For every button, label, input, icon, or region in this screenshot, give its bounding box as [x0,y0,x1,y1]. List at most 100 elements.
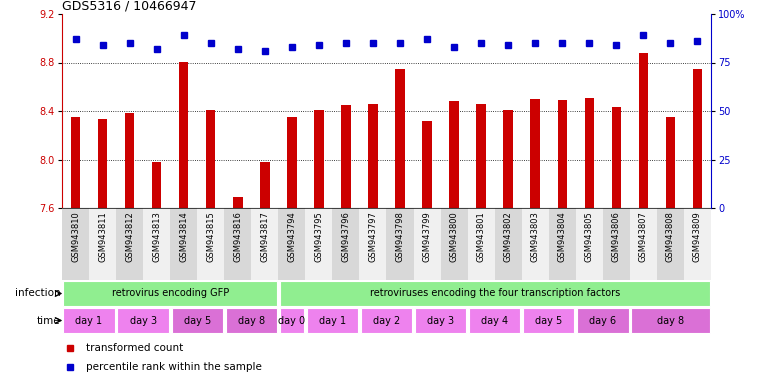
Bar [657,208,684,280]
Bar [341,105,351,208]
Text: GSM943797: GSM943797 [368,212,377,263]
Bar [279,208,305,280]
Text: day 2: day 2 [373,316,400,326]
Bar [612,108,621,208]
Text: day 1: day 1 [319,316,346,326]
Bar [62,208,89,280]
Bar [422,121,431,208]
Bar [359,208,387,280]
Bar [314,110,323,208]
Bar [522,208,549,280]
Bar [305,208,333,280]
Bar [170,208,197,280]
Bar [361,308,412,333]
Text: retrovirus encoding GFP: retrovirus encoding GFP [112,288,229,298]
Bar [415,308,466,333]
Text: GSM943804: GSM943804 [558,212,567,262]
Text: retroviruses encoding the four transcription factors: retroviruses encoding the four transcrip… [370,288,619,298]
Bar [152,162,161,208]
Text: GSM943794: GSM943794 [288,212,296,262]
Text: GSM943796: GSM943796 [342,212,350,263]
Bar [469,308,521,333]
Bar [684,208,711,280]
Text: GSM943803: GSM943803 [530,212,540,263]
Text: GSM943801: GSM943801 [476,212,486,262]
Text: day 1: day 1 [75,316,103,326]
Text: GSM943798: GSM943798 [396,212,405,263]
Text: GSM943813: GSM943813 [152,212,161,263]
Bar [530,99,540,208]
Bar [467,208,495,280]
Bar [89,208,116,280]
Text: GSM943816: GSM943816 [234,212,242,263]
Text: GSM943806: GSM943806 [612,212,621,263]
Bar [98,119,107,208]
Bar [387,208,413,280]
Text: GSM943795: GSM943795 [314,212,323,262]
Bar [206,110,215,208]
Text: GSM943809: GSM943809 [693,212,702,262]
Bar [224,208,251,280]
Bar [693,69,702,208]
Bar [395,69,405,208]
Bar [117,308,169,333]
Text: transformed count: transformed count [86,343,183,353]
Bar [413,208,441,280]
Bar [280,308,304,333]
Text: time: time [37,316,60,326]
Bar [171,308,223,333]
Bar [630,208,657,280]
Bar [333,208,359,280]
Bar [504,110,513,208]
Bar [287,117,297,208]
Bar [603,208,630,280]
Text: day 4: day 4 [481,316,508,326]
Text: GSM943807: GSM943807 [639,212,648,263]
Bar [450,101,459,208]
Text: day 8: day 8 [237,316,265,326]
Text: GSM943799: GSM943799 [422,212,431,262]
Text: GDS5316 / 10466947: GDS5316 / 10466947 [62,0,196,13]
Bar [143,208,170,280]
Bar [666,117,675,208]
Bar [260,162,269,208]
Text: day 8: day 8 [657,316,684,326]
Text: day 5: day 5 [183,316,211,326]
Text: GSM943812: GSM943812 [125,212,134,262]
Text: day 6: day 6 [589,316,616,326]
Bar [631,308,710,333]
Bar [71,117,80,208]
Bar [63,308,115,333]
Bar [441,208,467,280]
Bar [179,63,189,208]
Bar [577,308,629,333]
Text: GSM943815: GSM943815 [206,212,215,262]
Text: day 3: day 3 [427,316,454,326]
Bar [233,197,243,208]
Bar [576,208,603,280]
Text: day 3: day 3 [129,316,157,326]
Text: percentile rank within the sample: percentile rank within the sample [86,362,263,372]
Text: GSM943808: GSM943808 [666,212,675,263]
Bar [225,308,277,333]
Text: GSM943817: GSM943817 [260,212,269,263]
Bar [307,308,358,333]
Bar [368,104,377,208]
Text: GSM943814: GSM943814 [179,212,188,262]
Bar [476,104,486,208]
Text: GSM943810: GSM943810 [71,212,80,262]
Bar [116,208,143,280]
Bar [523,308,575,333]
Text: infection: infection [15,288,60,298]
Text: day 0: day 0 [279,316,305,326]
Bar [495,208,522,280]
Bar [549,208,576,280]
Bar [197,208,224,280]
Text: GSM943800: GSM943800 [450,212,459,262]
Text: GSM943811: GSM943811 [98,212,107,262]
Bar [251,208,279,280]
Bar [584,98,594,208]
Bar [558,100,567,208]
Text: day 5: day 5 [535,316,562,326]
Bar [638,53,648,208]
